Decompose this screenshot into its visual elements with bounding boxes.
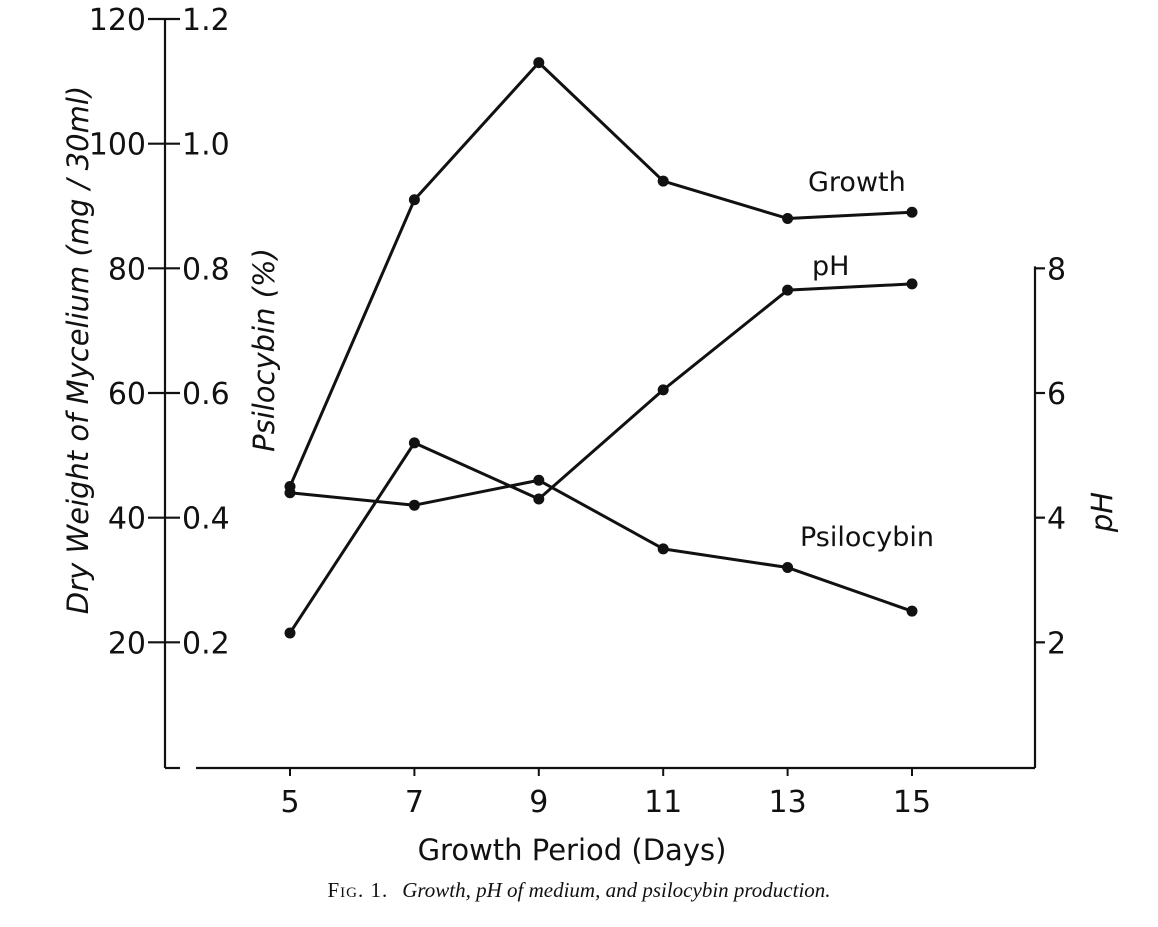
x-tick-label: 9 xyxy=(529,785,548,820)
series-label-psilocybin: Psilocybin xyxy=(800,522,934,553)
chart-svg: 120 1.2 100 1.0 80 0.8 60 0.6 40 0.4 20 0.2 8 6 4 2 5 7 9 1… xyxy=(61,3,1119,867)
y-inner-tick-label: 0.6 xyxy=(182,377,230,412)
y-right-tick-label: 4 xyxy=(1047,502,1066,537)
x-tick-label: 11 xyxy=(644,785,682,820)
caption-fig-number: Fig. 1. xyxy=(327,878,389,902)
y-left-tick-label: 40 xyxy=(108,502,146,537)
series-line-growth xyxy=(288,61,913,488)
y-left-tick-label: 20 xyxy=(108,626,146,661)
x-tick-label: 13 xyxy=(769,785,807,820)
axes-group: 120 1.2 100 1.0 80 0.8 60 0.6 40 0.4 20 0.2 8 6 4 2 5 7 9 1… xyxy=(89,3,1066,820)
data-point-growth xyxy=(533,57,545,69)
x-tick-label: 15 xyxy=(893,785,931,820)
y-left-tick-label: 80 xyxy=(108,252,146,287)
series-line-ph xyxy=(288,282,913,634)
series-label-growth: Growth xyxy=(808,167,906,198)
y-inner-tick-label: 0.4 xyxy=(182,502,230,537)
data-point-growth xyxy=(657,175,669,187)
data-point-psilocybin xyxy=(782,562,794,574)
data-point-ph xyxy=(533,493,545,505)
data-point-psilocybin xyxy=(408,499,420,511)
caption-description: Growth, pH of medium, and psilocybin pro… xyxy=(402,878,831,902)
data-point-psilocybin xyxy=(657,543,669,555)
y-inner-tick-label: 1.2 xyxy=(182,3,230,38)
y-right-tick-label: 2 xyxy=(1047,626,1066,661)
y-axis-left-inner-title: Psilocybin (%) xyxy=(247,248,281,452)
data-point-ph xyxy=(906,278,918,290)
figure-caption: Fig. 1. Growth, pH of medium, and psilocy… xyxy=(0,878,1158,903)
y-left-tick-label: 100 xyxy=(89,128,146,163)
data-point-growth xyxy=(906,206,918,218)
x-tick-label: 5 xyxy=(280,785,299,820)
series-group xyxy=(284,57,918,639)
y-inner-tick-label: 1.0 xyxy=(182,128,230,163)
data-point-growth xyxy=(408,194,420,206)
data-point-ph xyxy=(782,284,794,296)
data-point-ph xyxy=(657,384,669,396)
x-tick-label: 7 xyxy=(405,785,424,820)
data-point-growth xyxy=(782,212,794,224)
y-left-tick-label: 60 xyxy=(108,377,146,412)
data-point-ph xyxy=(284,627,296,639)
x-axis-title: Growth Period (Days) xyxy=(418,833,727,867)
series-line-psilocybin xyxy=(289,478,913,613)
y-axis-right-title: pH xyxy=(1085,492,1119,533)
series-label-ph: pH xyxy=(812,251,849,282)
y-right-tick-label: 8 xyxy=(1047,252,1066,287)
labels-group: Growth Period (Days) Dry Weight of Myceli… xyxy=(61,86,1119,867)
y-axis-left-outer-title: Dry Weight of Mycelium (mg / 30ml) xyxy=(61,86,95,614)
data-point-psilocybin xyxy=(533,474,545,486)
y-inner-tick-label: 0.2 xyxy=(182,626,230,661)
y-inner-tick-label: 0.8 xyxy=(182,252,230,287)
data-point-ph xyxy=(408,437,420,449)
data-point-psilocybin xyxy=(906,605,918,617)
data-point-psilocybin xyxy=(284,487,296,499)
y-right-tick-label: 6 xyxy=(1047,377,1066,412)
y-left-tick-label: 120 xyxy=(89,3,146,38)
